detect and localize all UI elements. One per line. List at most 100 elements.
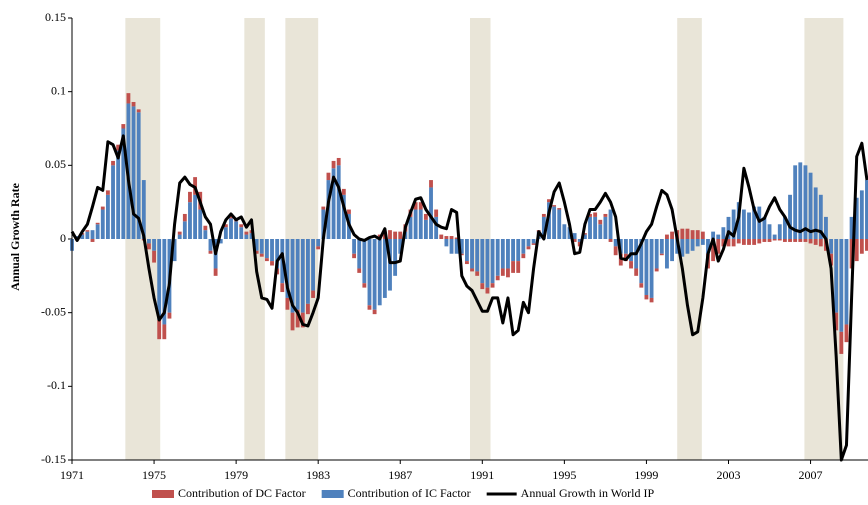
bar	[613, 239, 618, 247]
bar	[198, 209, 203, 239]
bar	[362, 283, 367, 288]
bar	[475, 239, 480, 272]
bar	[793, 239, 798, 242]
bar	[311, 290, 315, 298]
bar	[526, 239, 531, 247]
bar	[685, 228, 690, 239]
bar	[865, 180, 868, 239]
bar	[521, 253, 526, 259]
bar	[818, 239, 823, 247]
bar	[347, 209, 351, 214]
bar	[316, 246, 321, 250]
bar	[639, 239, 644, 284]
bar	[208, 250, 213, 254]
bar	[429, 180, 433, 188]
bar	[654, 239, 659, 269]
bar	[111, 160, 115, 166]
bar	[295, 239, 300, 310]
x-tick-label: 2003	[716, 468, 740, 482]
bar	[695, 239, 700, 247]
bar	[485, 239, 490, 288]
bar	[813, 239, 818, 245]
bar	[367, 239, 372, 306]
bar	[659, 253, 664, 256]
bar	[208, 239, 213, 251]
bar	[162, 239, 167, 325]
bar	[121, 128, 126, 239]
bar	[772, 239, 777, 241]
bar	[506, 239, 510, 269]
bar	[526, 246, 531, 250]
bar	[131, 101, 136, 107]
legend-swatch	[152, 490, 174, 498]
bar	[418, 202, 423, 210]
bar	[341, 194, 346, 239]
bar	[306, 239, 310, 304]
bar	[798, 162, 803, 239]
bar	[116, 144, 121, 151]
bar	[844, 324, 849, 343]
bar	[464, 239, 469, 262]
bar	[803, 239, 808, 242]
bar	[531, 239, 536, 244]
bar	[495, 275, 500, 281]
y-tick-label: -0.15	[41, 452, 66, 466]
bar	[234, 221, 239, 239]
bar	[459, 253, 464, 256]
x-tick-label: 1999	[634, 468, 658, 482]
bar	[782, 216, 787, 239]
bar	[357, 239, 362, 269]
bar	[659, 239, 664, 254]
bar	[516, 239, 521, 262]
y-tick-label: 0.15	[45, 10, 66, 24]
bar	[752, 239, 757, 245]
y-axis-label: Annual Growth Rate	[8, 182, 22, 290]
bar	[193, 194, 198, 239]
bar	[706, 239, 710, 254]
bar	[844, 239, 849, 325]
bar	[105, 194, 110, 239]
bar	[680, 228, 685, 239]
bar	[177, 234, 182, 239]
bar	[398, 231, 403, 239]
bar	[470, 268, 474, 272]
bar	[782, 239, 787, 242]
bar	[752, 206, 757, 239]
bar	[182, 213, 187, 222]
bar	[182, 221, 187, 239]
bar	[824, 216, 828, 239]
bar	[295, 309, 300, 328]
bar	[490, 239, 495, 284]
bar	[398, 239, 403, 254]
y-tick-label: -0.05	[41, 304, 66, 318]
bar	[326, 172, 331, 181]
bar	[593, 216, 598, 239]
bar	[567, 227, 572, 239]
bar	[552, 205, 557, 207]
bar	[829, 253, 833, 266]
bar	[85, 231, 90, 239]
bar	[157, 239, 162, 321]
bar	[685, 239, 690, 254]
bar	[531, 243, 536, 245]
bar	[603, 216, 608, 239]
bar	[716, 239, 721, 254]
bar	[608, 239, 613, 242]
bar	[229, 218, 233, 239]
bar	[747, 212, 751, 239]
bar	[808, 239, 813, 244]
bar	[90, 230, 95, 239]
bar	[634, 268, 639, 276]
bar	[388, 239, 392, 291]
bar	[700, 231, 705, 239]
bar	[249, 233, 254, 239]
bar	[603, 213, 608, 217]
bar	[639, 283, 644, 288]
bar	[588, 213, 592, 217]
bar	[772, 234, 777, 239]
bar	[613, 246, 618, 256]
bar	[336, 157, 341, 166]
bar	[357, 268, 362, 273]
bar	[572, 233, 577, 239]
bar	[80, 234, 85, 239]
